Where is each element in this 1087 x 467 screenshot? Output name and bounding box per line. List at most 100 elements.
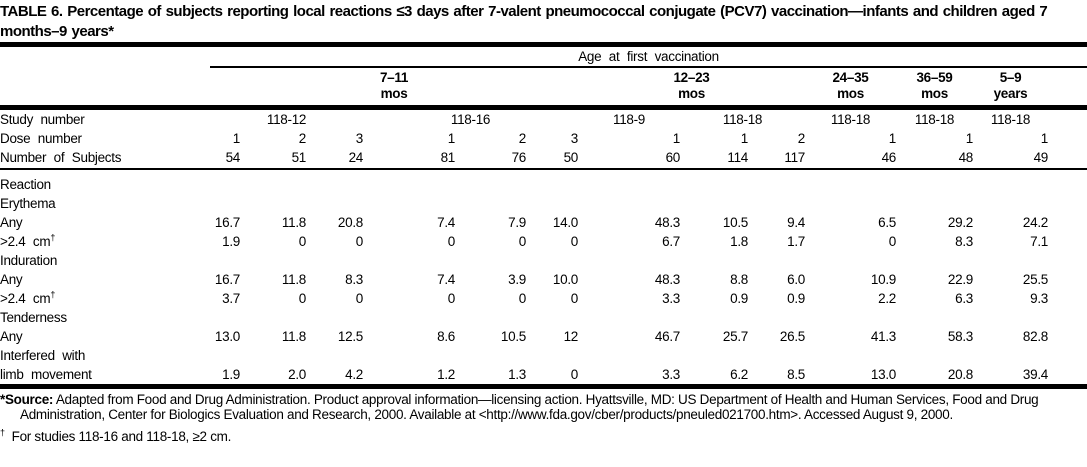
table-row: Induration xyxy=(0,251,1087,270)
value-cell: 0 xyxy=(298,291,307,306)
value-cell: 54 xyxy=(210,148,240,170)
value-cell: 6.0 xyxy=(787,272,805,287)
row-label-study-number: Study number xyxy=(0,112,85,127)
table-row: Any 16.7 11.8 8.3 7.4 3.9 10.0 48.3 8.8 … xyxy=(0,270,1087,289)
study-number-cell: 118-18 xyxy=(722,112,763,127)
value-cell: 41.3 xyxy=(870,329,896,344)
value-cell: 14.0 xyxy=(552,215,578,230)
spacer-cell xyxy=(1048,213,1087,232)
table-row: Any 16.7 11.8 20.8 7.4 7.9 14.0 48.3 10.… xyxy=(0,213,1087,232)
value-cell: 46 xyxy=(805,148,896,170)
value-cell: 1 xyxy=(672,131,681,146)
value-cell: 8.3 xyxy=(955,234,973,249)
value-cell: 3.3 xyxy=(662,291,680,306)
value-cell: 11.8 xyxy=(281,272,306,287)
row-label-tenderness-any: Any xyxy=(0,329,23,344)
value-cell: 1.3 xyxy=(455,365,526,389)
value-cell: 7.1 xyxy=(1030,234,1048,249)
value-cell: 16.7 xyxy=(214,215,240,230)
table-row: 7–11 mos 12–23 mos 24–35 mos 36–59 mos 5… xyxy=(0,67,1087,110)
value-cell: 3 xyxy=(570,131,579,146)
value-cell: 0.9 xyxy=(787,291,805,306)
value-cell: 4.2 xyxy=(306,365,363,389)
dagger-footnote: † For studies 118-16 and 118-18, ≥2 cm. xyxy=(0,427,1087,444)
spacer-cell xyxy=(1048,365,1087,389)
value-cell: 25.7 xyxy=(722,329,748,344)
value-cell: 20.8 xyxy=(896,365,973,389)
table-row: >2.4 cm† 3.7 0 0 0 0 0 3.3 0.9 0.9 2.2 6… xyxy=(0,289,1087,308)
study-number-cell: 118-9 xyxy=(612,112,646,127)
value-cell: 48.3 xyxy=(654,215,680,230)
value-cell: 13.0 xyxy=(805,365,896,389)
value-cell: 117 xyxy=(748,148,805,170)
table-row: Reaction xyxy=(0,169,1087,194)
table-row: Erythema xyxy=(0,194,1087,213)
row-label-erythema-2-4cm: >2.4 cm† xyxy=(0,232,56,249)
value-cell: 2 xyxy=(797,131,806,146)
value-cell: 10.0 xyxy=(552,272,578,287)
value-cell: 6.5 xyxy=(878,215,896,230)
value-cell: 76 xyxy=(455,148,526,170)
value-cell: 22.9 xyxy=(947,272,973,287)
row-label-limb-movement: limb movement xyxy=(0,365,210,389)
value-cell: 24.2 xyxy=(1022,215,1048,230)
age-group-header-24-35-mos: 24–35 mos xyxy=(805,67,896,110)
value-cell: 46.7 xyxy=(654,329,680,344)
value-cell: 25.5 xyxy=(1022,272,1048,287)
value-cell: 0 xyxy=(447,291,456,306)
value-cell: 2.0 xyxy=(240,365,306,389)
value-cell: 7.9 xyxy=(508,215,526,230)
value-cell: 7.4 xyxy=(437,215,455,230)
value-cell: 6.2 xyxy=(680,365,748,389)
spacer-cell xyxy=(1048,270,1087,289)
age-group-header-12-23-mos: 12–23 mos xyxy=(578,67,805,110)
age-group-header-36-59-mos: 36–59 mos xyxy=(896,67,973,110)
value-cell: 0 xyxy=(355,291,364,306)
value-cell: 48 xyxy=(896,148,973,170)
spacer-cell xyxy=(1048,232,1087,251)
dagger-footnote-marker: † xyxy=(0,427,5,438)
spacer-cell xyxy=(1048,148,1087,170)
value-cell: 11.8 xyxy=(281,329,306,344)
value-cell: 3.9 xyxy=(508,272,526,287)
value-cell: 29.2 xyxy=(947,215,973,230)
value-cell: 20.8 xyxy=(337,215,363,230)
age-group-header-5-9-years: 5–9 years xyxy=(973,67,1048,110)
value-cell: 13.0 xyxy=(214,329,240,344)
value-cell: 11.8 xyxy=(281,215,306,230)
dagger-footnote-marker: † xyxy=(50,232,56,243)
study-number-cell: 118-18 xyxy=(914,112,955,127)
value-cell: 10.5 xyxy=(722,215,748,230)
value-cell: 1.9 xyxy=(210,365,240,389)
value-cell: 3 xyxy=(355,131,364,146)
value-cell: 6.3 xyxy=(955,291,973,306)
source-footnote: *Source: Adapted from Food and Drug Admi… xyxy=(0,392,1087,422)
value-cell: 0.9 xyxy=(730,291,748,306)
value-cell: 0 xyxy=(518,291,527,306)
value-cell: 48.3 xyxy=(654,272,680,287)
table-row: Number of Subjects 54 51 24 81 76 50 60 … xyxy=(0,148,1087,170)
value-cell: 82.8 xyxy=(1022,329,1048,344)
row-label-interfered-with: Interfered with xyxy=(0,348,86,363)
value-cell: 0 xyxy=(526,365,578,389)
value-cell: 12 xyxy=(563,329,579,344)
age-group-header-7-11-mos: 7–11 mos xyxy=(210,67,578,110)
table-row: Interfered with xyxy=(0,346,1087,365)
value-cell: 58.3 xyxy=(947,329,973,344)
value-cell: 0 xyxy=(355,234,364,249)
spacer-cell xyxy=(1048,67,1087,110)
table-row: Tenderness xyxy=(0,308,1087,327)
value-cell: 16.7 xyxy=(214,272,240,287)
table-row: Any 13.0 11.8 12.5 8.6 10.5 12 46.7 25.7… xyxy=(0,327,1087,346)
value-cell: 1.8 xyxy=(730,234,748,249)
value-cell: 3.3 xyxy=(578,365,680,389)
value-cell: 1 xyxy=(232,131,241,146)
value-cell: 8.8 xyxy=(730,272,748,287)
value-cell: 8.6 xyxy=(437,329,455,344)
value-cell: 1.2 xyxy=(363,365,455,389)
pcv7-local-reactions-table: Age at first vaccination 7–11 mos 12–23 … xyxy=(0,47,1087,389)
table-row: Study number 118-12 118-16 118-9 118-18 … xyxy=(0,108,1087,130)
spacer-cell xyxy=(1048,289,1087,308)
value-cell: 2.2 xyxy=(878,291,896,306)
